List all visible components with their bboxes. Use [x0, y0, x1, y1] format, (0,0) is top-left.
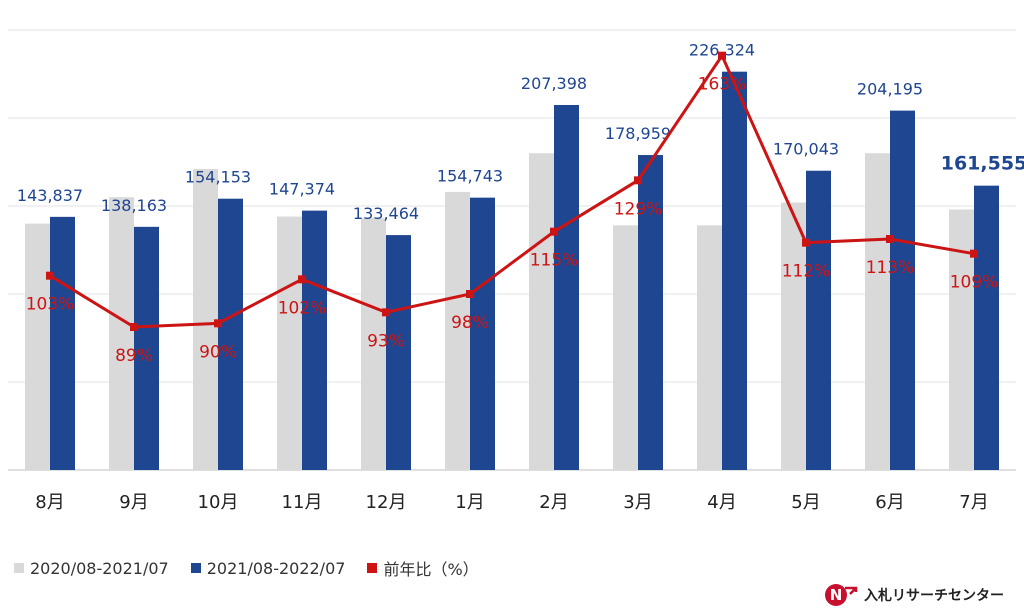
x-tick-label: 10月 — [198, 492, 239, 513]
brand-logo-icon: N — [825, 584, 858, 606]
bar-current-year — [554, 104, 579, 470]
yoy-data-label: 89% — [115, 346, 153, 366]
yoy-point — [550, 227, 558, 236]
x-tick-label: 5月 — [791, 492, 820, 513]
yoy-data-label: 112% — [782, 262, 831, 282]
x-tick-label: 12月 — [366, 492, 407, 513]
legend-swatch-yoy — [367, 563, 378, 573]
legend-item-yoy: 前年比（%） — [367, 556, 479, 580]
yoy-data-label: 103% — [26, 295, 75, 315]
data-label-current-year: 147,374 — [269, 180, 335, 199]
yoy-point — [382, 308, 390, 317]
chart: 143,837 8月 138,163 9月 154,153 10月 147,374 11月 13… — [8, 29, 1024, 513]
data-label-current-year: 170,043 — [773, 140, 839, 159]
yoy-point — [718, 51, 726, 60]
yoy-data-label: 93% — [367, 331, 405, 351]
data-label-current-year: 154,153 — [185, 168, 251, 187]
data-label-current-year: 154,743 — [437, 167, 503, 186]
legend-item-current-year: 2021/08-2022/07 — [190, 558, 346, 578]
brand-name: 入札リサーチセンター — [864, 588, 1004, 604]
legend-label-yoy: 前年比（%） — [383, 560, 479, 579]
legend: 2020/08-2021/07 2021/08-2022/07 前年比（%） — [14, 556, 501, 580]
x-tick-label: 4月 — [707, 492, 736, 513]
bar-prev-year — [613, 225, 638, 470]
yoy-data-label: 102% — [278, 298, 327, 318]
bar-current-year — [134, 226, 159, 470]
bar-prev-year — [25, 223, 50, 470]
bar-prev-year — [697, 225, 722, 470]
x-tick-label: 3月 — [623, 492, 652, 513]
yoy-point — [466, 290, 474, 298]
x-tick-label: 6月 — [875, 492, 904, 513]
brand-logo-letter: N — [830, 586, 843, 604]
yoy-point — [802, 238, 810, 247]
bar-prev-year — [277, 216, 302, 470]
bar-current-year — [302, 210, 327, 470]
legend-swatch-prev-year — [14, 563, 24, 573]
data-label-current-year: 138,163 — [101, 196, 167, 215]
bar-current-year — [470, 197, 495, 470]
data-label-current-year: 133,464 — [353, 204, 419, 223]
x-tick-label: 11月 — [282, 492, 323, 513]
bar-prev-year — [193, 169, 218, 471]
bar-prev-year — [781, 202, 806, 471]
yoy-point — [634, 176, 642, 185]
legend-label-prev-year: 2020/08-2021/07 — [30, 558, 169, 578]
x-tick-label: 7月 — [959, 492, 988, 513]
yoy-data-label: 98% — [451, 313, 489, 333]
yoy-data-label: 163% — [698, 75, 747, 95]
bar-current-year — [890, 110, 915, 471]
data-label-current-year: 178,959 — [605, 124, 671, 143]
yoy-data-label: 113% — [866, 258, 915, 278]
bar-current-year — [218, 198, 243, 470]
yoy-point — [214, 319, 222, 328]
yoy-point — [970, 249, 978, 258]
data-label-current-year: 207,398 — [521, 74, 587, 93]
yoy-point — [130, 323, 138, 331]
bar-prev-year — [529, 153, 554, 470]
yoy-point — [886, 235, 894, 243]
legend-item-prev-year: 2020/08-2021/07 — [14, 559, 169, 578]
data-label-current-year: 143,837 — [17, 186, 83, 205]
bar-prev-year — [865, 153, 890, 470]
bar-current-year — [50, 216, 75, 470]
legend-label-current-year: 2021/08-2022/07 — [206, 558, 346, 578]
yoy-data-label: 129% — [614, 199, 663, 219]
yoy-data-label: 90% — [199, 342, 237, 362]
bar-prev-year — [361, 218, 386, 470]
bar-prev-year — [445, 191, 470, 471]
yoy-point — [46, 271, 54, 280]
x-tick-label: 9月 — [119, 492, 148, 513]
bar-prev-year — [109, 197, 134, 470]
x-tick-label: 1月 — [455, 492, 484, 513]
yoy-data-label: 115% — [530, 251, 579, 271]
yoy-data-label: 109% — [950, 273, 999, 293]
bar-current-year — [638, 155, 663, 470]
data-label-current-year: 161,555 — [941, 153, 1024, 175]
x-tick-label: 2月 — [539, 492, 568, 513]
yoy-point — [298, 275, 306, 284]
bar-current-year — [386, 235, 411, 470]
bar-current-year — [806, 170, 831, 471]
legend-swatch-current-year — [190, 563, 201, 573]
x-tick-label: 8月 — [35, 492, 64, 513]
data-label-current-year: 226,324 — [689, 41, 755, 60]
brand-logo-block: N 入札リサーチセンター — [824, 582, 1004, 608]
bar-current-year — [722, 71, 747, 470]
data-label-current-year: 204,195 — [857, 80, 923, 99]
bar-current-year — [974, 185, 999, 470]
yoy-line — [49, 52, 975, 329]
